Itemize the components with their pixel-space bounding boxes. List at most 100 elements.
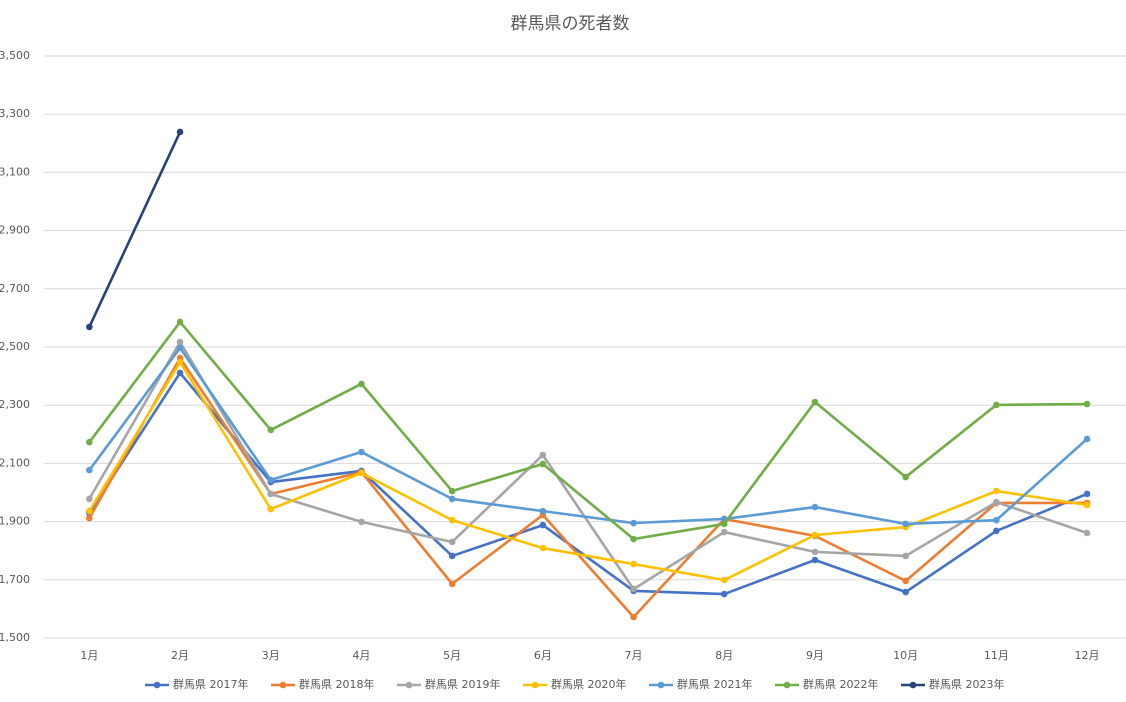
marker (811, 556, 819, 564)
marker (448, 538, 456, 546)
series (86, 318, 1091, 543)
marker (358, 448, 365, 456)
legend-label: 群馬県 2019年 (425, 677, 501, 691)
y-tick-label: 1,700 (0, 573, 30, 586)
marker (993, 401, 1000, 409)
marker (86, 495, 93, 503)
legend-label: 群馬県 2020年 (551, 677, 627, 691)
legend-marker (783, 681, 791, 689)
marker (86, 438, 93, 446)
marker (176, 338, 184, 346)
line (88, 360, 1088, 582)
legend-marker (405, 681, 413, 689)
marker (993, 487, 1000, 495)
x-tick-label: 2月 (171, 649, 189, 662)
line (88, 340, 1088, 591)
marker (176, 369, 184, 377)
marker (448, 495, 456, 503)
x-tick-label: 6月 (534, 649, 552, 662)
marker (267, 490, 275, 498)
x-tick-label: 1月 (80, 649, 98, 662)
marker (448, 552, 456, 560)
marker (86, 514, 93, 522)
x-tick-label: 9月 (806, 649, 824, 662)
legend-marker (153, 681, 161, 689)
marker (1083, 490, 1091, 498)
marker (720, 590, 728, 598)
legend-label: 群馬県 2018年 (299, 677, 375, 691)
marker (1083, 435, 1091, 443)
marker (630, 560, 637, 568)
line (88, 371, 1088, 596)
marker (902, 552, 909, 560)
legend-label: 群馬県 2021年 (677, 677, 753, 691)
marker (811, 398, 819, 406)
marker (539, 460, 547, 468)
marker (630, 519, 637, 527)
marker (720, 520, 728, 528)
marker (539, 451, 547, 459)
x-tick-label: 11月 (984, 649, 1009, 662)
marker (993, 516, 1000, 524)
x-tick-label: 12月 (1075, 649, 1100, 662)
chart-title: 群馬県の死者数 (511, 14, 630, 34)
marker (1083, 529, 1091, 537)
marker (811, 531, 819, 539)
legend-marker (531, 681, 539, 689)
x-tick-label: 5月 (443, 649, 461, 662)
marker (720, 528, 728, 536)
line (88, 346, 1088, 526)
x-tick-label: 7月 (625, 649, 643, 662)
series (86, 128, 184, 331)
legend-label: 群馬県 2023年 (929, 677, 1005, 691)
marker (630, 585, 637, 593)
marker (358, 380, 365, 388)
marker (267, 476, 275, 484)
marker (993, 498, 1000, 506)
series (86, 354, 1091, 621)
marker (176, 128, 184, 136)
marker (358, 469, 365, 477)
x-tick-label: 8月 (715, 649, 733, 662)
x-tick-label: 3月 (262, 649, 280, 662)
marker (811, 503, 819, 511)
marker (902, 473, 909, 481)
legend-marker (279, 681, 287, 689)
marker (902, 577, 909, 585)
y-tick-label: 2,900 (0, 224, 30, 237)
y-tick-label: 2,100 (0, 456, 30, 469)
line (88, 131, 182, 328)
series (86, 369, 1091, 598)
y-tick-label: 1,500 (0, 631, 30, 644)
line (88, 320, 1088, 541)
marker (1083, 501, 1091, 509)
marker (267, 426, 275, 434)
marker (630, 613, 637, 621)
marker (448, 580, 456, 588)
marker (176, 344, 184, 352)
marker (176, 358, 184, 366)
marker (86, 507, 93, 515)
marker (902, 520, 909, 528)
marker (993, 527, 1000, 535)
legend-marker (909, 681, 917, 689)
marker (630, 535, 637, 543)
series (86, 338, 1091, 593)
marker (448, 516, 456, 524)
legend-label: 群馬県 2017年 (173, 677, 249, 691)
marker (358, 518, 365, 526)
marker (86, 466, 93, 474)
x-tick-label: 10月 (893, 649, 918, 662)
x-tick-label: 4月 (352, 649, 370, 662)
y-tick-label: 3,100 (0, 165, 30, 178)
series (86, 344, 1091, 528)
marker (720, 576, 728, 584)
marker (539, 521, 547, 529)
y-tick-label: 3,500 (0, 49, 30, 62)
marker (448, 487, 456, 495)
marker (539, 507, 547, 515)
marker (902, 588, 909, 596)
y-tick-label: 2,700 (0, 282, 30, 295)
line (88, 356, 1088, 619)
